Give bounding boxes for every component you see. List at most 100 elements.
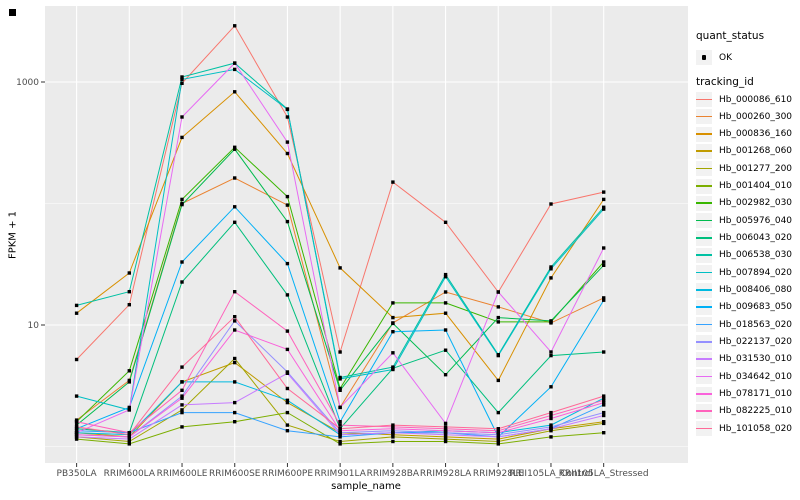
data-point [443,425,448,429]
panel-background [45,6,688,463]
data-point [180,403,184,407]
data-point [443,348,448,352]
x-tick-label: RRIM928BA [367,469,420,479]
data-point [74,420,79,424]
data-point [549,425,553,429]
data-point [233,356,237,361]
x-tick-label: RRIM901LA [314,469,366,479]
legend-line-swatch [696,427,712,430]
legend-key-box [696,299,712,315]
legend-item-label: Hb_000836_160 [719,129,793,140]
data-point [496,431,500,435]
data-point [285,203,290,207]
data-point [285,329,290,333]
data-point [549,429,553,433]
legend-line-swatch [696,289,712,291]
data-point [285,410,290,415]
x-tick-label: RRIM600SE [209,469,261,479]
data-point [338,420,342,424]
data-point [443,311,448,315]
data-point [285,347,290,352]
data-points [74,24,606,446]
x-tick-label: RRIM928LA [420,469,472,479]
data-point [496,320,500,324]
legend-line-swatch [696,133,712,135]
data-point [285,194,290,199]
data-point [233,61,237,65]
data-point [391,351,395,355]
data-point [74,303,79,308]
legend-item-label: Hb_006538_030 [719,250,793,261]
data-point [391,315,395,320]
data-point [496,427,500,431]
data-point [285,423,290,427]
data-point [391,301,395,305]
data-point [391,330,395,334]
legend-key-box [696,403,712,419]
data-point [443,439,448,444]
x-tick-label: RRIM600LA [104,469,156,479]
data-point [180,410,184,415]
x-axis-title: sample_name [331,481,401,492]
data-point [233,145,237,149]
data-point [127,431,131,435]
data-point [127,303,131,307]
data-point [127,380,131,384]
legend-item-label: Hb_034642_010 [719,371,793,382]
data-point [74,311,79,315]
data-point [602,197,606,202]
legend-line-swatch [696,98,712,101]
legend-line-swatch [696,341,712,343]
data-point [127,290,131,294]
data-point [391,423,395,427]
legend-key-box [696,421,712,437]
data-point [285,261,290,266]
data-point [549,427,553,431]
data-point [180,394,184,398]
data-point [338,350,342,354]
legend-item-label: Hb_000260_300 [719,111,793,122]
data-point [602,296,606,300]
data-point [127,369,131,373]
legend-line-swatch [696,202,712,205]
data-point [285,429,290,433]
data-point [338,431,342,435]
data-point [233,24,237,28]
data-point [127,433,131,437]
data-point [74,394,79,398]
legend-key-box [696,265,712,281]
legend-item-label: Hb_101058_020 [719,423,793,434]
legend-title-quant-status: quant_status [696,30,765,42]
legend-item-label: Hb_007894_020 [719,267,793,278]
legend-key-box [696,213,712,229]
data-point [391,180,395,184]
data-point [233,400,237,405]
data-point [549,353,553,358]
data-point [74,431,79,435]
data-point [443,437,448,441]
legend-key-box [696,126,712,142]
data-point [180,388,184,392]
data-point [338,423,342,427]
legend-key-box [696,369,712,385]
data-point [443,220,448,224]
legend-key-box [696,92,712,107]
data-point [602,431,606,435]
data-point [338,427,342,431]
data-point [233,328,237,332]
data-point [602,413,606,418]
data-point [391,321,395,326]
data-point [285,371,290,375]
data-point [496,435,500,439]
data-point [443,435,448,439]
data-point [74,429,79,433]
legend-key-box [696,334,712,350]
legend-key-box [696,282,712,298]
data-point [443,373,448,377]
legend-title-tracking-id: tracking_id [696,76,754,88]
data-point [549,265,553,269]
data-point [391,367,395,372]
data-point [233,90,237,94]
legend-key-box [696,247,712,263]
data-point [391,429,395,433]
